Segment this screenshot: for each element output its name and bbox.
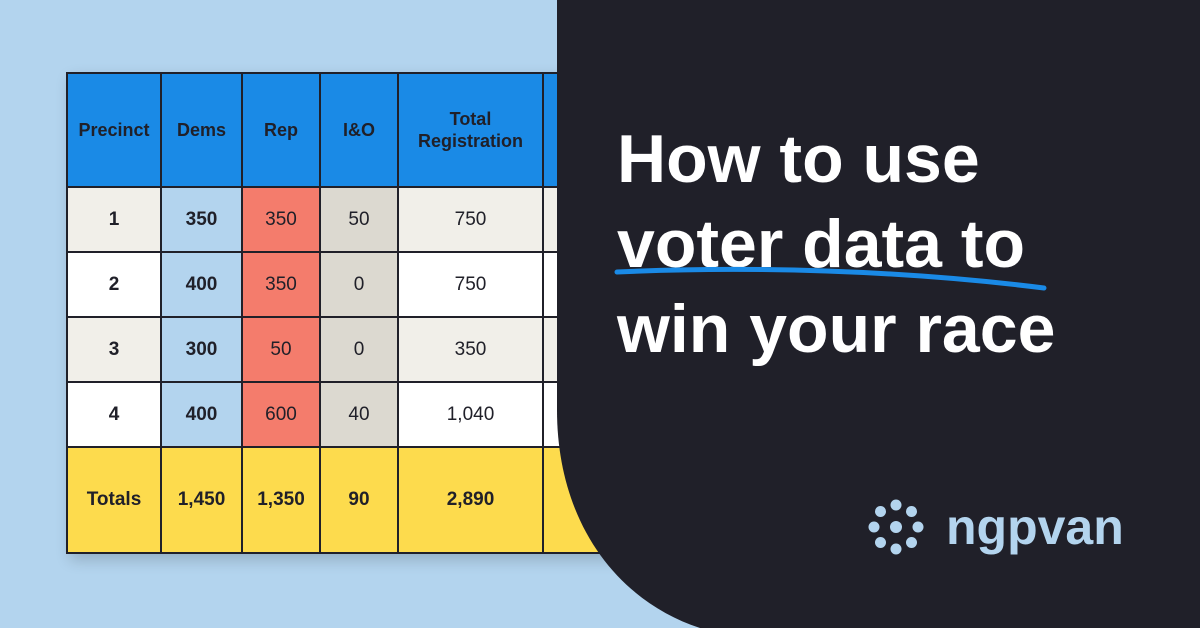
cell: 600 bbox=[241, 381, 321, 448]
total-cell: Totals bbox=[66, 446, 162, 554]
cell: 50 bbox=[319, 186, 399, 253]
dark-panel bbox=[557, 0, 1200, 628]
total-cell: 1,450 bbox=[160, 446, 243, 554]
headline-line: win your race bbox=[616, 291, 1055, 367]
total-cell: 1,350 bbox=[241, 446, 321, 554]
cell: 350 bbox=[241, 251, 321, 318]
cell: 1 bbox=[66, 186, 162, 253]
header-cell: Rep bbox=[241, 72, 321, 188]
cell: 0 bbox=[319, 251, 399, 318]
cell: 50 bbox=[241, 316, 321, 383]
cell: 0 bbox=[319, 316, 399, 383]
cell: 300 bbox=[160, 316, 243, 383]
cell: 750 bbox=[397, 251, 544, 318]
logo-text: ngpvan bbox=[946, 499, 1124, 555]
cell: 350 bbox=[397, 316, 544, 383]
cell: 350 bbox=[160, 186, 243, 253]
cell: 3 bbox=[66, 316, 162, 383]
total-cell: 90 bbox=[319, 446, 399, 554]
header-cell: I&O bbox=[319, 72, 399, 188]
cell: 400 bbox=[160, 251, 243, 318]
cell: 400 bbox=[160, 381, 243, 448]
cell: 4 bbox=[66, 381, 162, 448]
cell: 750 bbox=[397, 186, 544, 253]
total-cell: 2,890 bbox=[397, 446, 544, 554]
underline bbox=[614, 266, 1047, 291]
logo-icon bbox=[868, 499, 924, 555]
header-cell: Precinct bbox=[66, 72, 162, 188]
headline-line: How to use bbox=[617, 121, 980, 197]
header-cell: Total Registration bbox=[397, 72, 544, 188]
cell: 1,040 bbox=[397, 381, 544, 448]
cell: 2 bbox=[66, 251, 162, 318]
cell: 40 bbox=[319, 381, 399, 448]
header-cell: Dems bbox=[160, 72, 243, 188]
cell: 350 bbox=[241, 186, 321, 253]
